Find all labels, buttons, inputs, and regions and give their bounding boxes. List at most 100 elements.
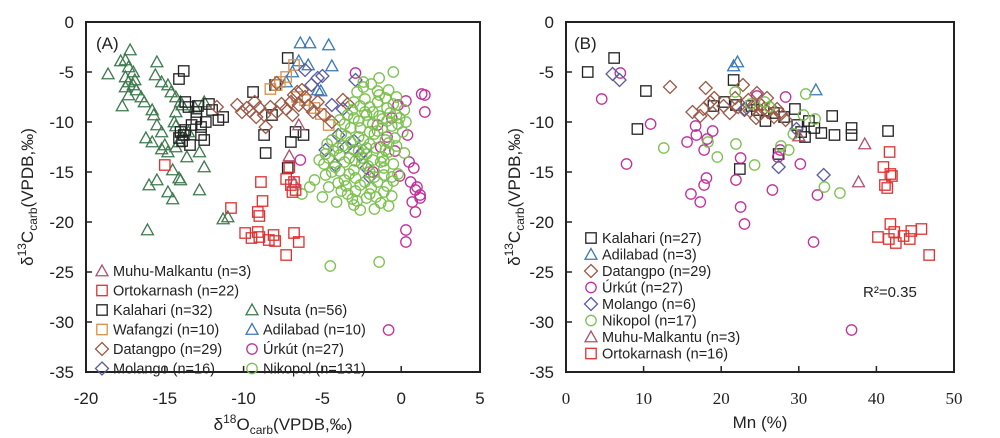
data-point-nikopol [340, 180, 352, 192]
data-point-kalahari [608, 52, 620, 64]
data-point-urkut [751, 90, 763, 102]
data-point-urkut [644, 118, 657, 130]
data-point-nikopol [355, 158, 368, 170]
data-point-wafangzi [322, 119, 335, 131]
data-point-nikopol [702, 136, 714, 148]
data-point-nsuta [165, 191, 180, 205]
panel-b-y-ticks: 0 -5 -10 -15 -20 -25 -30 -35 [529, 13, 572, 382]
data-point-urkut [700, 172, 713, 184]
y-tick-label: -15 [529, 163, 554, 182]
legend-label: Úrkút (n=27) [263, 341, 344, 358]
y-tick-label: -30 [49, 313, 74, 332]
x-tick-label: -20 [74, 389, 99, 408]
panel-a-y-ticks: 0 -5 -10 -15 -20 -25 -30 -35 [49, 13, 92, 382]
data-point-datangpo [294, 82, 310, 98]
legend-item-wafangzi: Wafangzi (n=10) [96, 323, 219, 339]
data-point-urkut [734, 152, 747, 164]
series-datangpo [209, 75, 356, 135]
data-point-datangpo [746, 97, 762, 113]
series-ortokarnash [872, 146, 936, 261]
legend-label: Muhu-Malkantu (n=3) [113, 264, 251, 280]
data-point-nsuta [216, 211, 231, 225]
data-point-datangpo [748, 110, 764, 126]
x-tick-label: 0 [396, 389, 405, 408]
data-point-nikopol [378, 155, 390, 167]
legend-label: Úrkút (n=27) [602, 280, 683, 297]
x-tick-label: 30 [790, 389, 807, 408]
data-point-urkut [382, 324, 395, 336]
data-point-ortokarnash [267, 229, 280, 241]
data-point-wafangzi [288, 59, 300, 71]
data-point-molango [612, 72, 627, 88]
triangle-marker-icon [583, 247, 599, 260]
data-point-urkut [811, 189, 824, 201]
data-point-urkut [779, 91, 792, 103]
panel-b-points [581, 52, 936, 336]
legend-label: Kalahari (n=32) [113, 303, 213, 319]
data-point-datangpo [289, 84, 305, 100]
data-point-nikopol [332, 177, 345, 189]
y-tick-label: -5 [539, 63, 554, 82]
data-point-adilabad [324, 58, 339, 72]
data-point-datangpo [324, 114, 340, 130]
y-label-delta: δ [18, 256, 37, 265]
data-point-datangpo [258, 119, 274, 135]
data-point-datangpo [209, 99, 225, 115]
data-point-adilabad [293, 35, 308, 49]
data-point-nikopol [809, 113, 821, 125]
data-point-urkut [730, 174, 742, 186]
diamond-marker-icon [94, 341, 110, 357]
data-point-urkut [409, 206, 422, 218]
data-point-ortokarnash [292, 236, 305, 248]
data-point-urkut [845, 324, 858, 336]
data-point-nikopol [296, 188, 308, 200]
data-point-nikopol [390, 91, 403, 103]
data-point-ortokarnash [256, 195, 269, 207]
square-marker-icon [96, 323, 108, 336]
data-point-kalahari [259, 147, 272, 159]
data-point-molango [771, 159, 787, 175]
data-point-kalahari [826, 110, 839, 122]
data-point-ortokarnash [286, 186, 299, 198]
data-point-datangpo [247, 94, 263, 110]
data-point-urkut [706, 125, 719, 137]
data-point-nsuta [179, 149, 194, 163]
data-point-urkut [418, 89, 431, 101]
data-point-muhu-malkantu [291, 117, 306, 131]
panel-a-label: (A) [96, 34, 119, 53]
data-point-nikopol [337, 140, 349, 152]
data-point-adilabad [726, 58, 741, 72]
data-point-nikopol [357, 134, 370, 146]
legend-label: Molango (n=16) [113, 362, 215, 378]
data-point-nikopol [319, 169, 332, 181]
data-point-nikopol [390, 140, 403, 152]
data-point-kalahari [190, 106, 203, 118]
x-tick-label: 50 [946, 389, 963, 408]
data-point-ortokarnash [923, 249, 936, 261]
data-point-nsuta [138, 130, 153, 144]
data-point-datangpo [695, 101, 711, 117]
legend-label: Molango (n=6) [602, 297, 696, 313]
data-point-nikopol [398, 147, 411, 159]
circle-marker-icon [246, 343, 258, 355]
data-point-nikopol [371, 85, 384, 97]
panel-b-x-ticks: 0 10 20 30 40 50 [562, 366, 963, 408]
y-label-unit: (VPDB,‰) [505, 128, 524, 207]
data-point-kalahari [198, 134, 211, 146]
data-point-ortokarnash [280, 249, 293, 261]
data-point-datangpo [310, 94, 326, 110]
data-point-nikopol [333, 114, 346, 126]
data-point-ortokarnash [883, 146, 896, 158]
data-point-urkut [681, 136, 693, 148]
x-label-sup: 18 [223, 412, 237, 426]
diamond-marker-icon [583, 263, 599, 279]
data-point-nsuta [100, 66, 116, 80]
data-point-nsuta [121, 87, 136, 101]
data-point-urkut [595, 93, 608, 105]
x-tick-label: 0 [562, 389, 571, 408]
panel-b-scatter: 0 10 20 30 40 50 0 -5 -10 -15 -20 -25 -30 -35 (B) Mn… [502, 13, 963, 432]
data-point-nikopol [338, 156, 351, 168]
data-point-nikopol [330, 196, 343, 208]
r-squared-annotation: R²=0.35 [863, 284, 917, 301]
data-point-datangpo [305, 104, 321, 120]
